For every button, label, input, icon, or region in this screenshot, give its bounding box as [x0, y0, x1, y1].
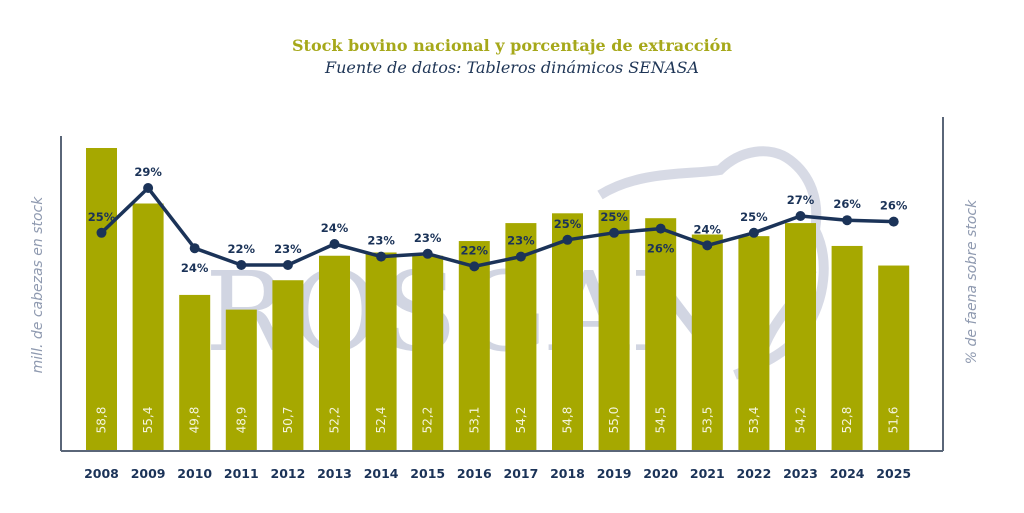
line-data-label: 23%: [367, 234, 395, 248]
line-point-2011: [236, 260, 247, 270]
bar-2021: [691, 234, 723, 450]
y-axis-right-label: % de faena sobre stock: [964, 199, 980, 364]
x-tick-label: 2009: [131, 466, 166, 481]
bar-2011: [225, 309, 257, 450]
line-point-2008: [96, 227, 107, 238]
line-data-label: 24%: [321, 221, 349, 235]
line-data-label: 25%: [600, 210, 628, 224]
bar-value-label: 54,8: [561, 407, 575, 434]
bar-value-label: 49,8: [188, 407, 202, 434]
line-point-2019: [609, 227, 620, 238]
line-data-label: 26%: [833, 197, 861, 211]
x-tick-label: 2016: [457, 466, 492, 481]
bar-value-label: 48,9: [234, 407, 248, 434]
line-point-2009: [143, 183, 154, 193]
line-path: [100, 186, 894, 269]
bar-value-label: 53,1: [467, 407, 481, 434]
bar-value-label: 58,8: [95, 407, 109, 434]
line-data-label: 26%: [880, 199, 908, 213]
x-tick-label: 2015: [410, 466, 445, 481]
x-tick-label: 2020: [643, 466, 678, 481]
x-tick-label: 2022: [737, 466, 772, 481]
bar-2016: [458, 241, 490, 450]
x-tick-label: 2008: [84, 466, 119, 481]
bar-2012: [272, 280, 304, 450]
line-point-2021: [702, 240, 713, 251]
bar-2014: [365, 252, 397, 450]
bar-value-label: 54,2: [794, 407, 808, 434]
line-point-2016: [469, 261, 480, 272]
x-tick-label: 2017: [504, 466, 539, 481]
x-tick-label: 2012: [271, 466, 306, 481]
line-data-label: 23%: [507, 234, 535, 248]
bar-value-label: 52,8: [840, 407, 854, 434]
bar-value-label: 52,2: [328, 407, 342, 434]
line-point-2015: [422, 248, 433, 259]
x-tick-label: 2010: [177, 466, 212, 481]
line-point-2023: [795, 211, 806, 221]
x-tick-label: 2011: [224, 466, 259, 481]
line-data-label: 24%: [181, 261, 209, 275]
line-point-2022: [748, 227, 759, 238]
line-point-2017: [515, 251, 526, 262]
line-data-label: 27%: [787, 193, 815, 207]
bar-2023: [785, 223, 816, 450]
bar-2013: [319, 255, 350, 450]
line-point-2020: [655, 223, 666, 234]
x-axis-ticks: 2008 2009 2010 2011 2012 2013 2014 2015 2016 2017…: [84, 466, 911, 481]
bar-2015: [412, 255, 444, 450]
x-tick-label: 2023: [783, 466, 818, 481]
line-data-label: 22%: [461, 243, 489, 257]
line-data-label: 25%: [740, 210, 768, 224]
line-data-label: 25%: [88, 210, 116, 224]
bar-value-label: 54,5: [654, 407, 668, 434]
x-tick-label: 2013: [317, 466, 352, 481]
bar-value-label: 52,4: [374, 407, 388, 434]
x-tick-label: 2019: [597, 466, 632, 481]
bar-2022: [738, 236, 770, 450]
line-data-label: 22%: [228, 242, 256, 256]
bar-2018: [552, 213, 583, 450]
x-tick-label: 2025: [876, 466, 911, 481]
bar-2019: [598, 210, 630, 450]
bar-value-label: 50,7: [281, 407, 295, 434]
bar-2024: [831, 245, 863, 450]
bar-value-label: 55,4: [141, 407, 155, 434]
line-point-2012: [282, 260, 293, 270]
x-tick-label: 2018: [550, 466, 585, 481]
x-tick-label: 2014: [364, 466, 399, 481]
bar-value-label: 53,5: [700, 407, 714, 434]
line-point-2024: [842, 215, 853, 226]
line-point-2014: [376, 251, 387, 262]
line-point-2010: [189, 243, 200, 254]
bar-2025: [878, 265, 910, 450]
bar-value-label: 54,2: [514, 407, 528, 434]
x-tick-label: 2024: [830, 466, 865, 481]
bar-value-label: 51,6: [887, 407, 901, 434]
line-data-label: 23%: [414, 231, 442, 245]
chart-title: Stock bovino nacional y porcentaje de ex…: [292, 36, 732, 55]
line-data-label: 24%: [694, 222, 722, 236]
line-data-label: 23%: [274, 242, 302, 256]
bar-2009: [132, 203, 164, 450]
line-point-2013: [329, 239, 340, 249]
line-point-2018: [562, 234, 573, 245]
line-series: 25% 29% 24% 22% 23% 24% 23% 23% 22% 23% 25% 25% 26% 2…: [88, 165, 908, 275]
line-point-2025: [888, 216, 899, 227]
bar-2020: [645, 218, 677, 450]
bar-value-label: 55,0: [607, 407, 621, 434]
bar-value-label: 53,4: [747, 407, 761, 434]
x-tick-label: 2021: [690, 466, 725, 481]
y-axis-left-label: mill. de cabezas en stock: [30, 196, 46, 374]
bar-2010: [179, 294, 211, 450]
line-data-label: 29%: [134, 165, 162, 179]
bar-series: 58,8 55,4 49,8 48,9 50,7 52,2 52,4 52,2 53,1 54,2…: [86, 148, 910, 450]
bar-value-label: 52,2: [421, 407, 435, 434]
line-data-label: 25%: [554, 217, 582, 231]
bar-2008: [86, 148, 117, 450]
line-data-label: 26%: [647, 242, 675, 256]
chart-subtitle: Fuente de datos: Tableros dinámicos SENA…: [325, 58, 699, 77]
